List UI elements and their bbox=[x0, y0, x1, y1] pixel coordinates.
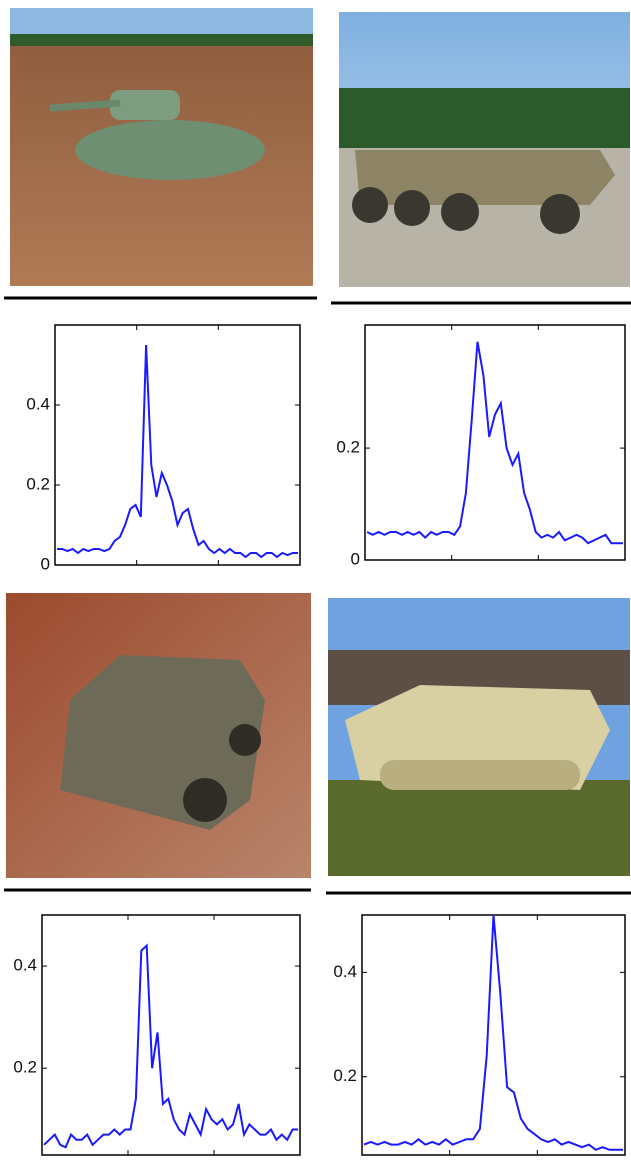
figure: 0 0.2 0.4 0 0.2 0.2 0.4 0.2 0.4 bbox=[0, 0, 631, 1161]
y-tick-label: 0 bbox=[351, 549, 360, 568]
y-tick-label: 0.2 bbox=[333, 1066, 357, 1085]
plot-frame bbox=[365, 325, 625, 560]
plot-frame bbox=[55, 325, 300, 565]
photo bbox=[10, 8, 313, 286]
y-tick-label: 0.4 bbox=[13, 956, 37, 975]
y-tick-label: 0.2 bbox=[336, 438, 360, 457]
y-tick-label: 0 bbox=[41, 554, 50, 573]
data-line bbox=[57, 345, 298, 557]
photo bbox=[339, 12, 630, 287]
y-tick-label: 0.2 bbox=[26, 474, 50, 493]
data-line bbox=[364, 915, 623, 1150]
data-line bbox=[44, 946, 298, 1148]
photo bbox=[6, 593, 311, 878]
y-tick-label: 0.2 bbox=[13, 1058, 37, 1077]
photo bbox=[328, 598, 630, 876]
y-tick-label: 0.4 bbox=[26, 394, 50, 413]
y-tick-label: 0.4 bbox=[333, 962, 357, 981]
data-line bbox=[367, 342, 623, 543]
plot-frame bbox=[42, 915, 300, 1155]
plot-frame bbox=[362, 915, 625, 1155]
